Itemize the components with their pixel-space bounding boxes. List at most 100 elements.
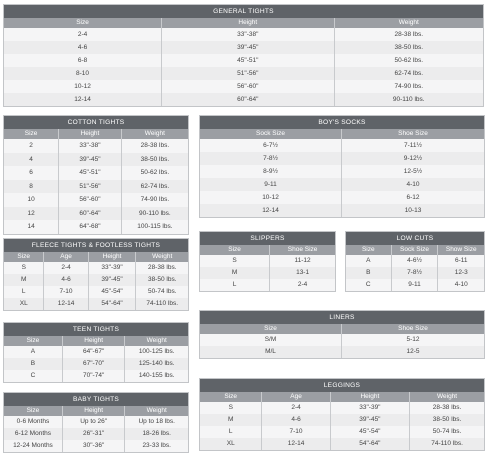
- table-cell: 6-12: [342, 191, 484, 204]
- table-title: BOY'S SOCKS: [200, 116, 484, 129]
- table-cell: 9-12½: [342, 152, 484, 165]
- table-cell: 26"-31": [62, 428, 126, 440]
- table-row: 4-6 39"-45" 38-50 lbs.: [4, 41, 483, 54]
- table-cell: 4-6½: [391, 255, 439, 267]
- column-header: Weight: [334, 18, 483, 28]
- table-row: A 64"-67" 100-125 lbs.: [4, 346, 188, 358]
- table-row: 12-14 60"-64" 90-110 lbs.: [4, 93, 483, 106]
- table-cell: 7-8½: [391, 267, 439, 279]
- table-cell: 67"-70": [62, 358, 126, 370]
- table-row: M 13-1: [200, 267, 335, 279]
- table-row: 12-24 Months 30"-36" 23-33 lbs.: [4, 440, 188, 452]
- table-cell: L: [4, 286, 45, 298]
- table-cell: 70"-74": [62, 370, 126, 382]
- table-row: 10 56"-60" 74-90 lbs.: [4, 193, 188, 207]
- table-cell: 125-140 lbs.: [125, 358, 188, 370]
- table-row: S 11-12: [200, 255, 335, 267]
- table-cell: 38-50 lbs.: [410, 414, 484, 426]
- table-cell: 50-62 lbs.: [334, 54, 483, 67]
- column-header: Show Size: [438, 245, 484, 255]
- column-header: Shoe Size: [342, 129, 484, 139]
- table-cell: 10-13: [342, 204, 484, 217]
- table-title: LINERS: [200, 311, 484, 324]
- table-cell: 4-6: [44, 274, 89, 286]
- table-row: L 7-10 45"-54" 50-74 lbs.: [200, 426, 484, 438]
- table-row: 2-4 33"-38" 28-38 lbs.: [4, 28, 483, 41]
- leggings-table: LEGGINGS Size Age Height Weight S 2-4 33"-39" 28…: [199, 378, 485, 451]
- column-header: Size: [4, 252, 45, 262]
- table-cell: S/M: [200, 334, 342, 346]
- table-row: 9-11 4-10: [200, 178, 484, 191]
- table-cell: 39"-45": [59, 152, 122, 166]
- table-cell: A: [4, 346, 63, 358]
- table-cell: 10: [4, 193, 60, 207]
- low-cuts-table: LOW CUTS Size Sock Size Show Size A 4-6½ 6-11 B…: [345, 231, 485, 292]
- table-cell: M/L: [200, 346, 342, 358]
- column-header: Weight: [410, 392, 484, 402]
- table-cell: 8: [4, 179, 60, 193]
- table-title: SLIPPERS: [200, 232, 335, 245]
- table-title: LEGGINGS: [200, 379, 484, 392]
- table-cell: 12-3: [438, 267, 484, 279]
- table-cell: 6-7½: [200, 139, 342, 152]
- table-cell: 7-10: [44, 286, 89, 298]
- table-cell: 28-38 lbs.: [121, 139, 188, 153]
- table-cell: 12-14: [4, 93, 163, 106]
- table-row: L 2-4: [200, 279, 335, 291]
- table-row: S/M 5-12: [200, 334, 484, 346]
- table-cell: 60"-64": [59, 206, 122, 220]
- table-cell: A: [346, 255, 392, 267]
- table-row: 6-8 45"-51" 50-62 lbs.: [4, 54, 483, 67]
- table-cell: 23-33 lbs.: [125, 440, 188, 452]
- table-cell: B: [4, 358, 63, 370]
- table-cell: 38-50 lbs.: [334, 41, 483, 54]
- table-cell: S: [200, 255, 271, 267]
- table-row: 14 64"-68" 100-115 lbs.: [4, 220, 188, 234]
- table-cell: 4: [4, 152, 60, 166]
- table-cell: 45"-51": [162, 54, 335, 67]
- table-cell: 45"-54": [330, 426, 411, 438]
- table-cell: 2-4: [262, 402, 331, 414]
- baby-tights-table: BABY TIGHTS Size Height Weight 0-6 Months Up …: [3, 392, 189, 453]
- table-cell: 38-50 lbs.: [121, 152, 188, 166]
- table-cell: 50-74 lbs.: [410, 426, 484, 438]
- table-cell: 28-38 lbs.: [410, 402, 484, 414]
- table-cell: 39"-45": [88, 274, 137, 286]
- column-header: Height: [330, 392, 411, 402]
- table-cell: S: [200, 402, 263, 414]
- column-header: Shoe Size: [342, 324, 484, 334]
- table-cell: 2: [4, 139, 60, 153]
- column-header: Shoe Size: [270, 245, 335, 255]
- table-cell: 90-110 lbs.: [121, 206, 188, 220]
- table-cell: 2-4: [44, 262, 89, 274]
- table-row: 10-12 6-12: [200, 191, 484, 204]
- table-cell: 12: [4, 206, 60, 220]
- column-header: Size: [4, 406, 63, 416]
- column-header: Height: [162, 18, 335, 28]
- table-cell: 100-115 lbs.: [121, 220, 188, 234]
- general-tights-table: GENERAL TIGHTS Size Height Weight 2-4 33"-38"…: [3, 4, 484, 107]
- column-header: Sock Size: [200, 129, 342, 139]
- table-cell: 10-12: [4, 80, 163, 93]
- table-cell: 100-125 lbs.: [125, 346, 188, 358]
- table-cell: XL: [200, 438, 263, 450]
- table-cell: 11-12: [270, 255, 335, 267]
- table-cell: 140-155 lbs.: [125, 370, 188, 382]
- table-row: 2 33"-38" 28-38 lbs.: [4, 139, 188, 153]
- table-row: C 9-11 4-10: [346, 279, 484, 291]
- table-cell: 13-1: [270, 267, 335, 279]
- column-header: Size: [4, 336, 63, 346]
- table-cell: 14: [4, 220, 60, 234]
- column-header: Size: [4, 18, 163, 28]
- table-cell: 6-8: [4, 54, 163, 67]
- table-cell: M: [200, 267, 271, 279]
- column-header: Weight: [125, 406, 188, 416]
- table-cell: 74-90 lbs.: [334, 80, 483, 93]
- liners-table: LINERS Size Shoe Size S/M 5-12 M/L 12-5: [199, 310, 485, 359]
- cotton-tights-table: COTTON TIGHTS Size Height Weight 2 33"-38" 28-…: [3, 115, 189, 235]
- table-cell: 7-8½: [200, 152, 342, 165]
- table-cell: 28-38 lbs.: [136, 262, 188, 274]
- table-cell: 74-110 lbs.: [410, 438, 484, 450]
- table-cell: 12-14: [44, 298, 89, 310]
- table-cell: 5-12: [342, 334, 484, 346]
